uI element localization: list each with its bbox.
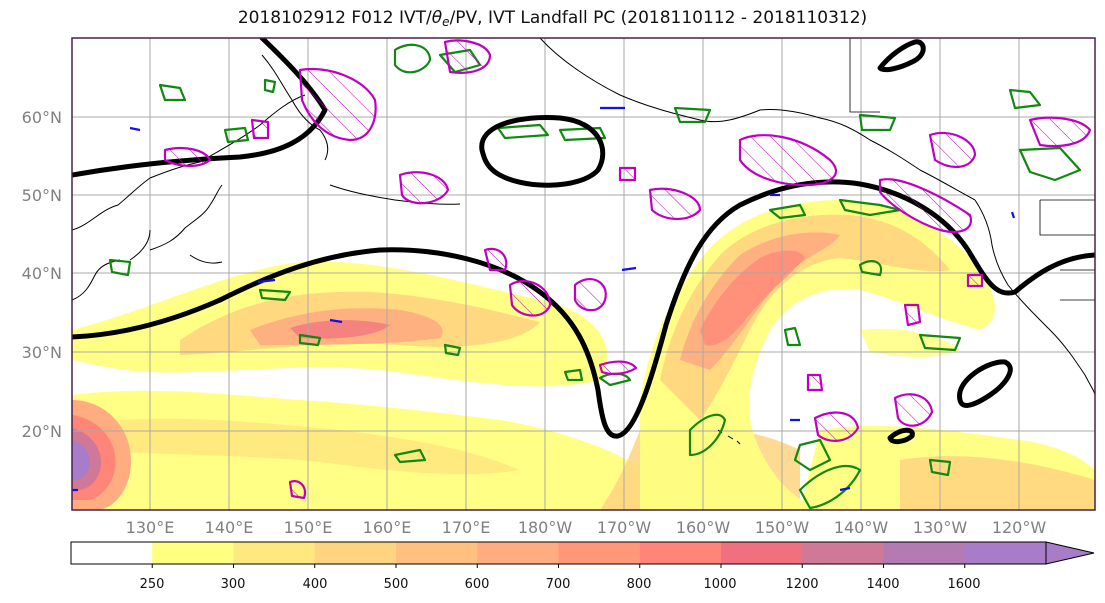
colorbar-segment <box>314 542 397 564</box>
lon-label: 150°E <box>284 518 333 537</box>
colorbar-segment <box>71 542 153 564</box>
colorbar-label: 500 <box>384 577 409 592</box>
colorbar-labels: 250 300 400 500 600 700 800 1000 1200 14… <box>140 577 981 592</box>
colorbar-segment <box>477 542 559 564</box>
na-west-coast <box>974 199 1095 396</box>
lon-labels: 130°E 140°E 150°E 160°E 170°E 180°W 170°… <box>126 518 1047 537</box>
coastlines <box>72 38 1095 445</box>
pv-negative <box>72 106 1016 492</box>
colorbar-label: 250 <box>140 577 165 592</box>
colorbar-segment <box>558 542 641 564</box>
pv-contours <box>163 39 1092 500</box>
colorbar-label: 300 <box>221 577 246 592</box>
lon-label: 120°W <box>992 518 1047 537</box>
lat-label: 30°N <box>22 343 62 362</box>
lon-label: 170°E <box>442 518 491 537</box>
colorbar-label: 800 <box>627 577 652 592</box>
colorbar-segment <box>964 542 1047 564</box>
colorbar-segment <box>721 542 803 564</box>
lat-label: 50°N <box>22 186 62 205</box>
map-frame <box>71 37 1096 511</box>
lon-label: 140°W <box>834 518 889 537</box>
colorbar-segment <box>233 542 316 564</box>
ivt-shading <box>72 200 1095 510</box>
colorbar-label: 700 <box>546 577 571 592</box>
lon-label: 160°W <box>676 518 731 537</box>
colorbar-label: 1200 <box>785 577 818 592</box>
lon-label: 140°E <box>205 518 254 537</box>
colorbar-segment <box>396 542 478 564</box>
pc-contour-closed-1 <box>479 115 606 188</box>
colorbar-label: 400 <box>303 577 328 592</box>
map-title: 2018102912 F012 IVT/θe/PV, IVT Landfall … <box>237 8 868 29</box>
pc-contour-ne <box>877 39 926 73</box>
colorbar-segment <box>883 542 966 564</box>
japan-coast <box>149 184 223 264</box>
lon-label: 180°W <box>518 518 573 537</box>
kamchatka-coast <box>261 54 329 161</box>
lat-label: 40°N <box>22 264 62 283</box>
colorbar-segment <box>639 542 722 564</box>
lon-label: 160°E <box>363 518 412 537</box>
aleutians <box>329 184 461 205</box>
gridlines <box>72 38 1095 510</box>
colorbar-label: 600 <box>465 577 490 592</box>
borders <box>849 38 1095 301</box>
lat-label: 20°N <box>22 422 62 441</box>
colorbar-label: 1600 <box>947 577 980 592</box>
colorbar-extend-arrow <box>1045 541 1095 565</box>
lat-labels: 20°N 30°N 40°N 50°N 60°N <box>22 108 62 441</box>
alaska-coast <box>539 38 976 201</box>
lat-label: 60°N <box>22 108 62 127</box>
colorbar-segment <box>152 542 234 564</box>
colorbar-segment <box>802 542 884 564</box>
lon-label: 130°W <box>913 518 968 537</box>
pc-contour-closed-2 <box>957 359 1013 408</box>
lon-label: 130°E <box>126 518 175 537</box>
lon-label: 170°W <box>597 518 652 537</box>
pc-contour-closed-3 <box>887 427 915 445</box>
colorbar-label: 1000 <box>703 577 736 592</box>
colorbar: 250 300 400 500 600 700 800 1000 1200 14… <box>70 541 1095 592</box>
lon-label: 150°W <box>755 518 810 537</box>
pc-contour-main <box>72 179 1095 439</box>
colorbar-label: 1400 <box>866 577 899 592</box>
